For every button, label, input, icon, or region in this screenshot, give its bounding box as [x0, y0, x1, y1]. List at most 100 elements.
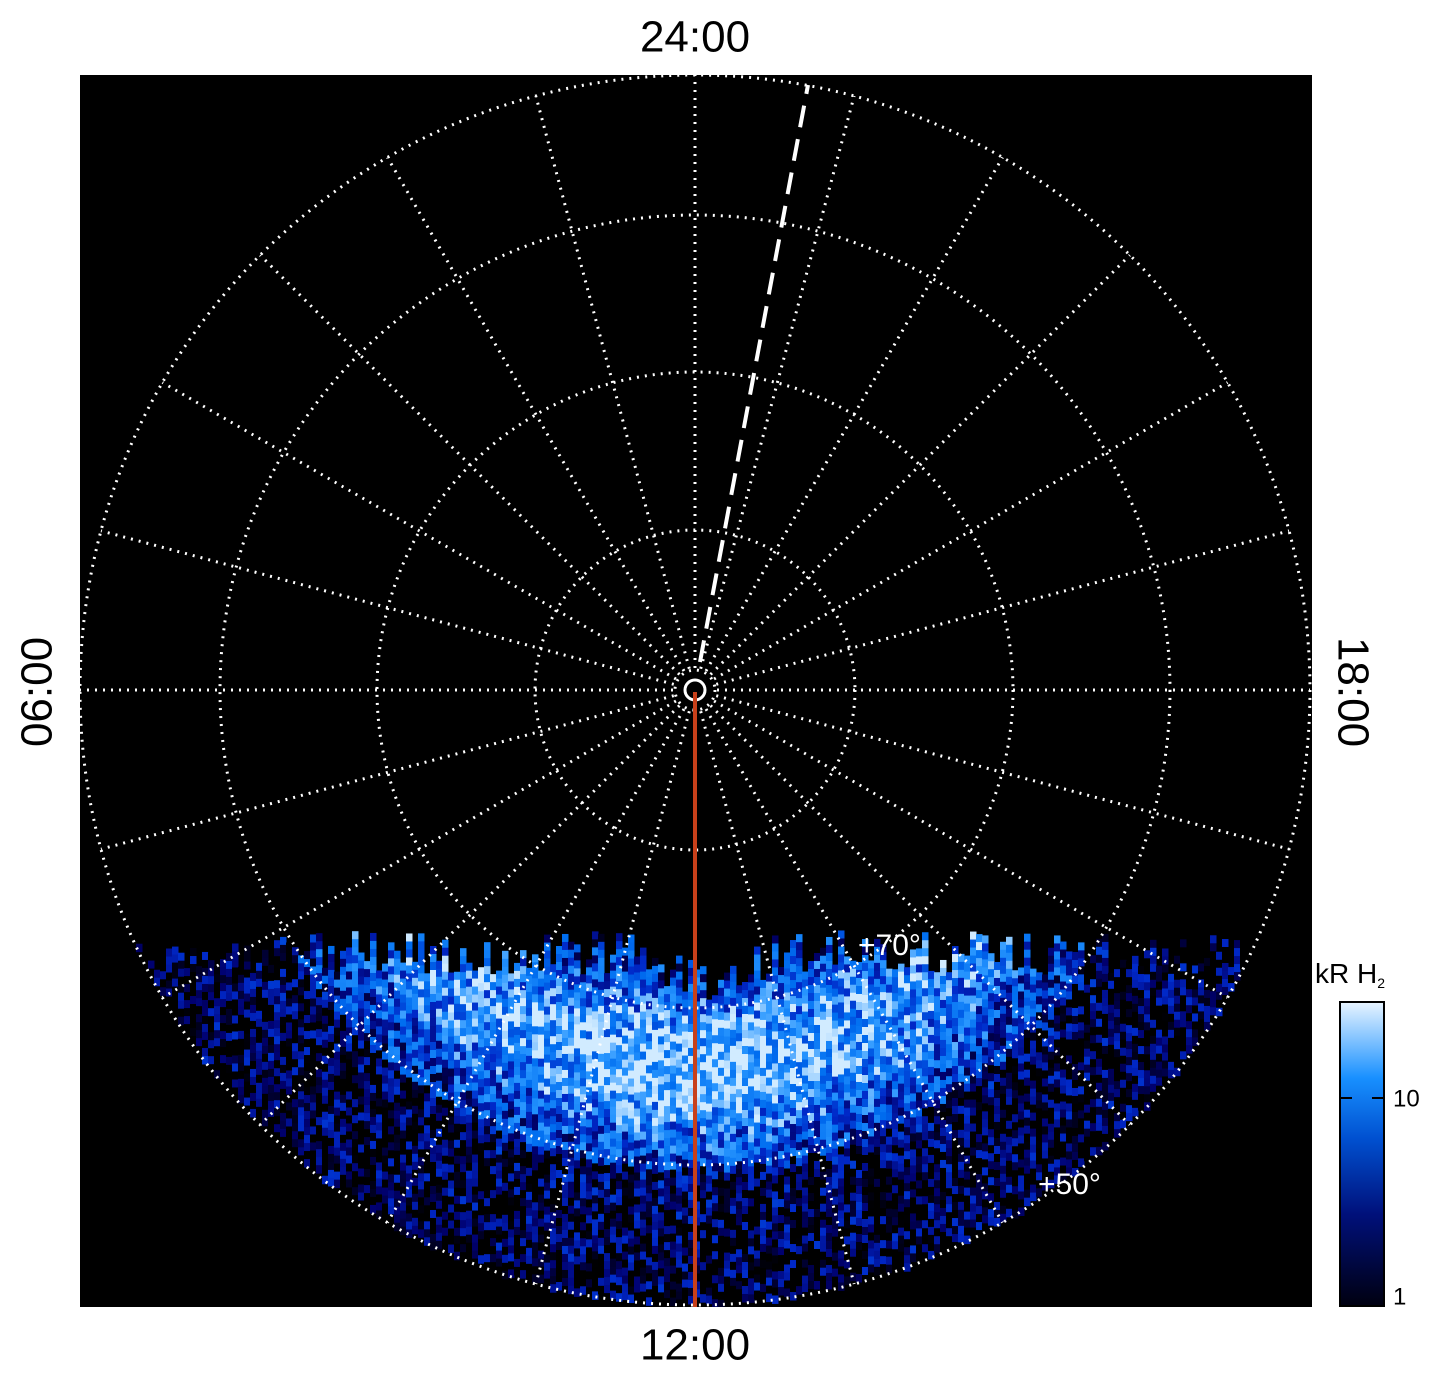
aurora-pixel — [448, 1188, 455, 1198]
aurora-pixel — [646, 1209, 653, 1218]
aurora-pixel — [430, 1233, 437, 1243]
aurora-pixel — [670, 1145, 677, 1155]
aurora-pixel — [850, 1072, 857, 1082]
aurora-pixel — [514, 978, 521, 988]
aurora-pixel — [988, 1009, 995, 1018]
aurora-pixel — [820, 987, 827, 997]
aurora-pixel — [946, 1092, 953, 1101]
aurora-pixel — [472, 978, 479, 988]
aurora-pixel — [340, 1142, 347, 1152]
aurora-pixel — [586, 1279, 593, 1288]
aurora-pixel — [832, 1196, 839, 1206]
aurora-pixel — [364, 985, 371, 994]
aurora-pixel — [706, 1207, 713, 1217]
aurora-pixel — [988, 1169, 995, 1178]
aurora-pixel — [544, 1166, 551, 1176]
aurora-pixel — [772, 1263, 779, 1272]
aurora-pixel — [628, 990, 635, 1000]
aurora-pixel — [418, 1189, 425, 1198]
aurora-pixel — [958, 1001, 965, 1011]
aurora-pixel — [868, 976, 875, 985]
aurora-pixel — [1006, 1000, 1013, 1010]
aurora-pixel — [268, 1100, 275, 1110]
aurora-pixel — [688, 1079, 695, 1089]
aurora-pixel — [958, 1185, 965, 1195]
aurora-pixel — [418, 973, 425, 982]
aurora-pixel — [544, 1254, 551, 1264]
aurora-pixel — [898, 1043, 905, 1053]
aurora-pixel — [832, 1084, 839, 1094]
aurora-pixel — [802, 1115, 809, 1125]
aurora-pixel — [856, 1145, 863, 1155]
aurora-pixel — [178, 984, 185, 994]
aurora-pixel — [220, 1007, 227, 1016]
aurora-pixel — [994, 993, 1001, 1003]
aurora-pixel — [838, 962, 845, 971]
aurora-pixel — [478, 1015, 485, 1024]
aurora-pixel — [922, 1196, 929, 1205]
aurora-pixel — [562, 1029, 569, 1039]
aurora-pixel — [862, 1058, 869, 1068]
aurora-pixel — [304, 1159, 311, 1168]
aurora-pixel — [634, 1028, 641, 1038]
aurora-pixel — [928, 1098, 935, 1108]
aurora-pixel — [964, 1003, 971, 1013]
aurora-pixel — [808, 1017, 815, 1026]
aurora-pixel — [850, 1240, 857, 1250]
aurora-pixel — [700, 1014, 707, 1023]
aurora-pixel — [640, 1123, 647, 1133]
aurora-pixel — [412, 969, 419, 979]
aurora-pixel — [934, 1020, 941, 1029]
aurora-pixel — [700, 1022, 707, 1031]
aurora-pixel — [688, 1255, 695, 1265]
aurora-pixel — [664, 1026, 671, 1035]
aurora-pixel — [568, 1037, 575, 1047]
aurora-pixel — [640, 1259, 647, 1269]
aurora-pixel — [850, 1208, 857, 1218]
aurora-pixel — [412, 1177, 419, 1187]
aurora-pixel — [586, 1239, 593, 1248]
aurora-pixel — [766, 1149, 773, 1159]
aurora-pixel — [772, 1039, 779, 1048]
aurora-pixel — [580, 1278, 587, 1287]
aurora-pixel — [628, 1278, 635, 1288]
aurora-pixel — [802, 1203, 809, 1213]
aurora-pixel — [484, 942, 491, 951]
aurora-pixel — [484, 1070, 491, 1079]
aurora-pixel — [172, 1010, 179, 1020]
aurora-pixel — [214, 990, 221, 999]
aurora-pixel — [736, 1033, 743, 1042]
aurora-pixel — [778, 1079, 785, 1088]
aurora-pixel — [718, 1059, 725, 1069]
aurora-pixel — [292, 979, 299, 988]
aurora-pixel — [532, 1018, 539, 1027]
aurora-pixel — [736, 1121, 743, 1130]
aurora-pixel — [670, 1089, 677, 1099]
aurora-pixel — [430, 977, 437, 987]
aurora-pixel — [886, 1016, 893, 1026]
aurora-pixel — [490, 1046, 497, 1055]
aurora-pixel — [292, 963, 299, 972]
aurora-pixel — [514, 1178, 521, 1188]
aurora-pixel — [772, 1191, 779, 1200]
aurora-pixel — [286, 1038, 293, 1047]
aurora-pixel — [688, 1199, 695, 1209]
aurora-pixel — [598, 1077, 605, 1087]
aurora-pixel — [904, 1071, 911, 1080]
aurora-pixel — [400, 1162, 407, 1172]
aurora-pixel — [874, 1146, 881, 1156]
aurora-pixel — [1006, 1064, 1013, 1074]
aurora-pixel — [706, 1167, 713, 1177]
aurora-pixel — [580, 1062, 587, 1071]
aurora-pixel — [298, 1051, 305, 1060]
aurora-pixel — [256, 970, 263, 980]
aurora-pixel — [358, 1088, 365, 1098]
aurora-pixel — [382, 1059, 389, 1069]
aurora-pixel — [622, 1195, 629, 1205]
aurora-pixel — [868, 1056, 875, 1065]
aurora-pixel — [352, 947, 359, 956]
aurora-pixel — [418, 1181, 425, 1190]
aurora-pixel — [208, 1064, 215, 1073]
aurora-pixel — [454, 1059, 461, 1069]
aurora-pixel — [436, 960, 443, 970]
